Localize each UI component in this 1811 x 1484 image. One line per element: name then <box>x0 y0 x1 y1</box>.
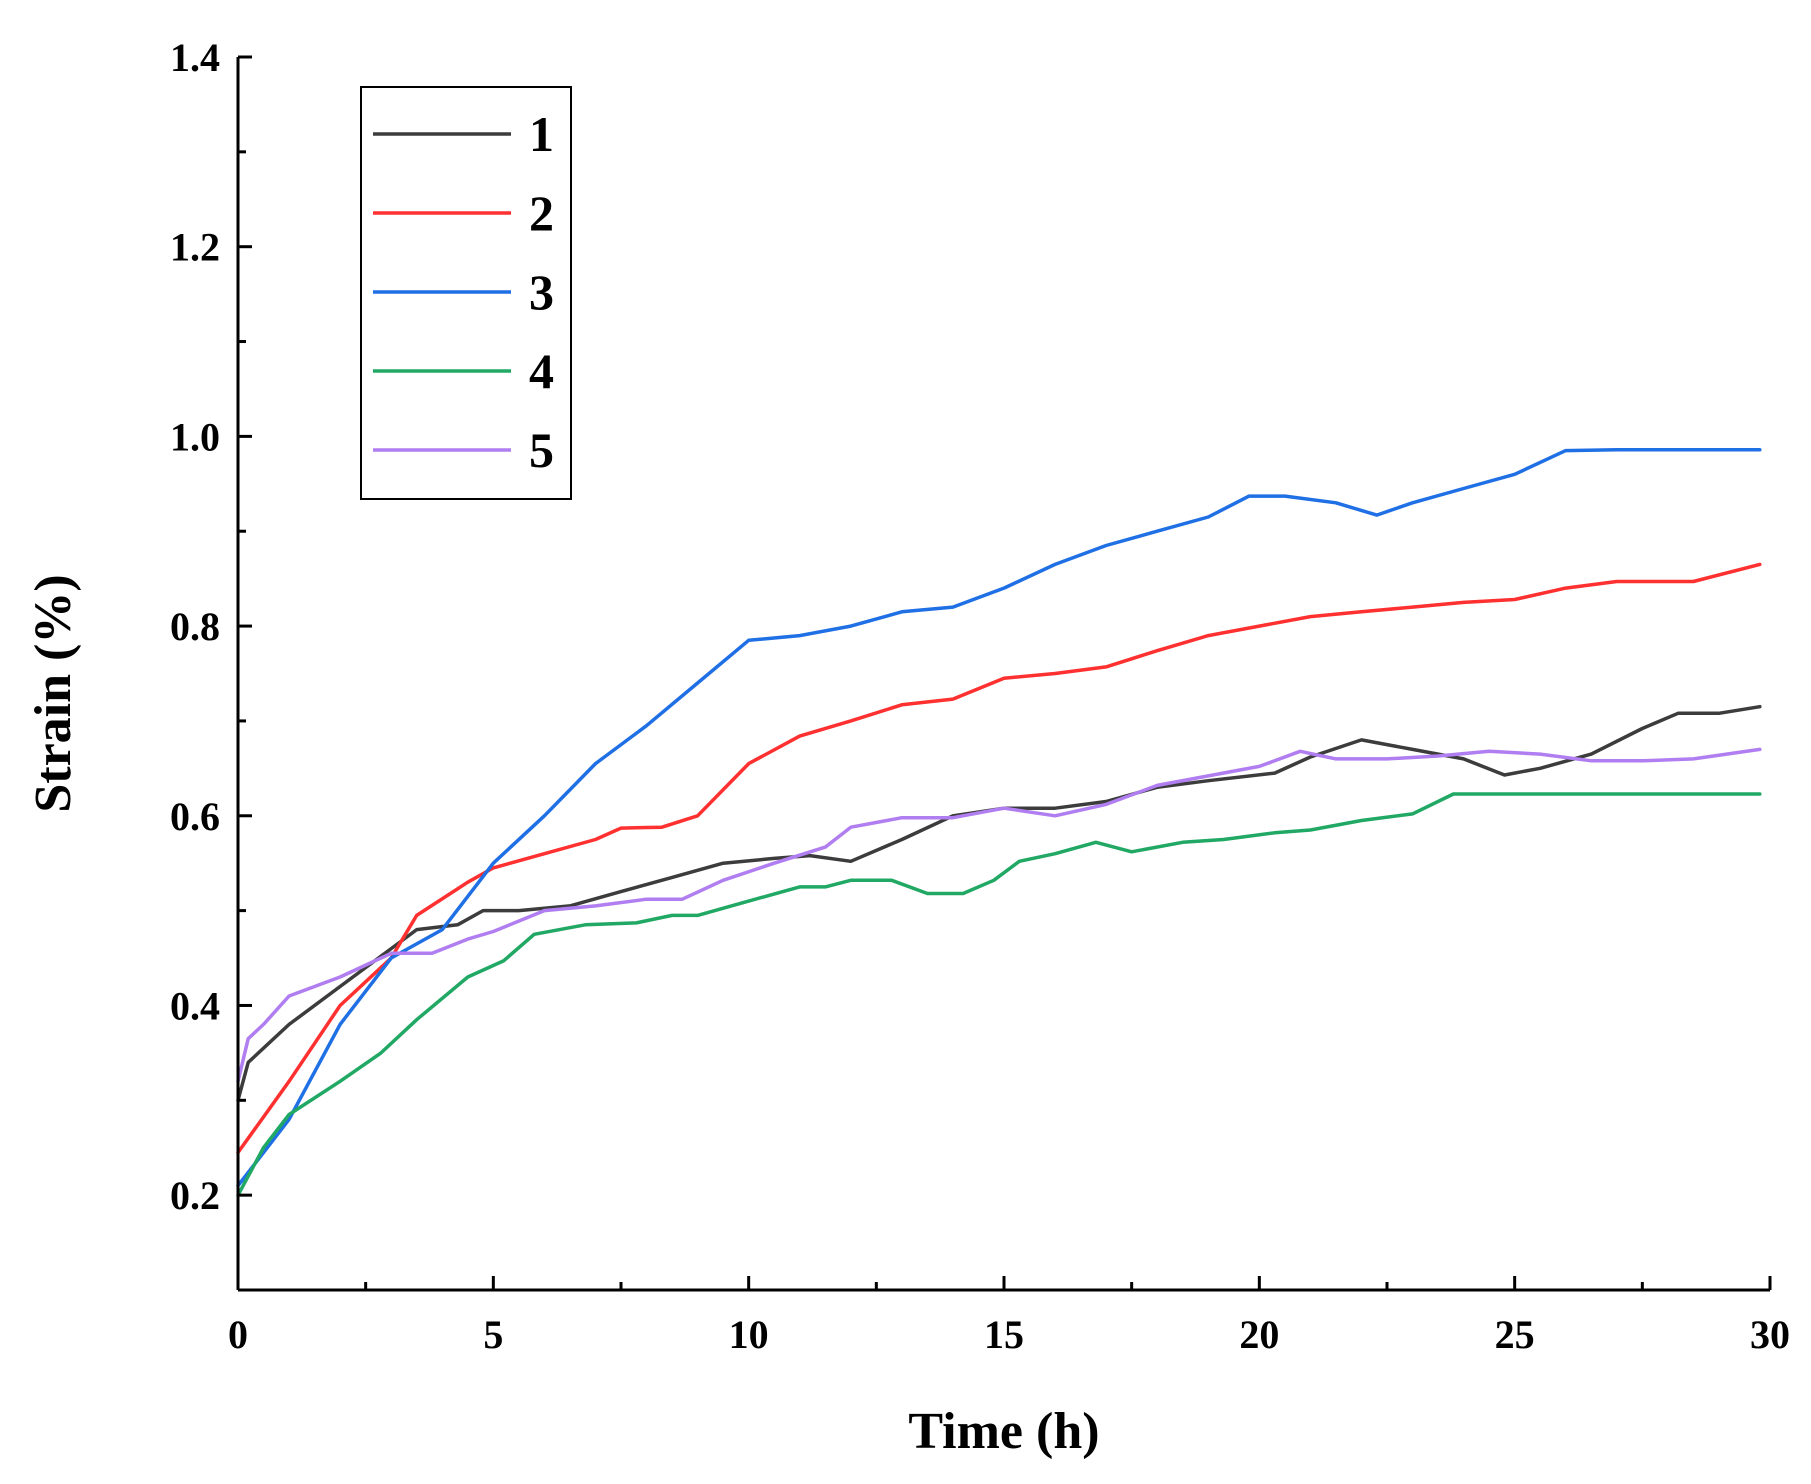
y-tick-label: 1.4 <box>170 35 220 80</box>
x-tick-label: 5 <box>483 1312 503 1357</box>
ticks-layer: 0 5 10 15 20 25 300.20.40.60.81.01.21.4 <box>170 35 1790 1357</box>
legend: 1 2 3 4 5 <box>360 86 572 500</box>
y-tick-label: 0.6 <box>170 794 220 839</box>
y-tick-label: 1.2 <box>170 225 220 270</box>
y-tick-label: 0.4 <box>170 983 220 1028</box>
series-line-5 <box>236 747 1762 1084</box>
legend-label-1: 1 <box>529 106 554 162</box>
series-line-4 <box>236 792 1762 1197</box>
x-tick-label: 15 <box>984 1312 1024 1357</box>
y-tick-label: 1.0 <box>170 414 220 459</box>
x-tick-label: 10 <box>729 1312 769 1357</box>
series-line-3 <box>236 447 1762 1188</box>
series-line-1 <box>236 704 1762 1103</box>
y-axis-title: Strain (%) <box>25 574 82 812</box>
legend-label-3: 3 <box>529 264 554 320</box>
x-tick-label: 20 <box>1239 1312 1279 1357</box>
legend-label-2: 2 <box>529 185 554 241</box>
series-line-2 <box>236 562 1762 1155</box>
series-layer <box>236 447 1762 1197</box>
x-tick-label: 25 <box>1495 1312 1535 1357</box>
x-axis-title: Time (h) <box>908 1403 1099 1460</box>
legend-label-4: 4 <box>529 343 554 399</box>
y-tick-label: 0.2 <box>170 1173 220 1218</box>
x-tick-label: 30 <box>1750 1312 1790 1357</box>
y-tick-label: 0.8 <box>170 604 220 649</box>
x-tick-label: 0 <box>228 1312 248 1357</box>
legend-label-5: 5 <box>529 422 554 478</box>
